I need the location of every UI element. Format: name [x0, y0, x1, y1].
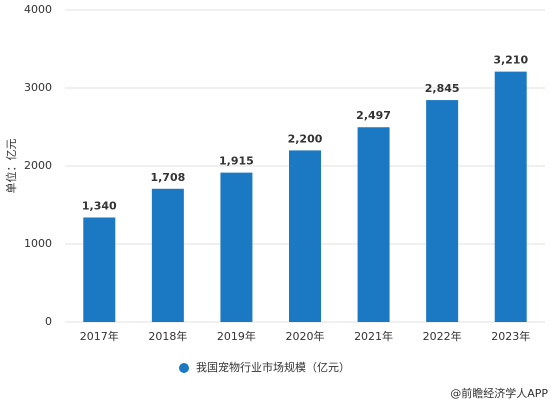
value-label: 3,210: [493, 54, 528, 67]
x-tick-label: 2019年: [217, 329, 256, 343]
x-tick-label: 2021年: [354, 329, 393, 343]
x-tick-label: 2022年: [423, 329, 462, 343]
x-tick-label: 2020年: [286, 329, 325, 343]
y-tick-label: 1000: [24, 237, 52, 250]
value-label: 2,497: [356, 109, 391, 122]
value-label: 1,340: [82, 199, 117, 212]
bar: [426, 100, 459, 322]
y-tick-label: 3000: [24, 81, 52, 94]
source: @前瞻经济学人APP: [450, 386, 548, 400]
value-label: 1,708: [150, 171, 185, 184]
y-tick-label: 2000: [24, 159, 52, 172]
y-tick-label: 4000: [24, 3, 52, 16]
y-tick-label: 0: [45, 315, 52, 328]
value-label: 2,200: [288, 132, 323, 145]
x-tick-label: 2017年: [80, 329, 119, 343]
legend-label: 我国宠物行业市场规模（亿元）: [196, 360, 350, 374]
x-tick-label: 2023年: [491, 329, 530, 343]
legend-marker: [179, 363, 189, 373]
bar: [357, 127, 390, 322]
bar: [289, 150, 321, 322]
value-label: 2,845: [425, 82, 460, 95]
bar: [494, 71, 527, 323]
value-label: 1,915: [219, 155, 254, 168]
bar: [83, 217, 116, 322]
y-axis-label: 单位：亿元: [4, 139, 18, 194]
bar: [151, 188, 184, 322]
x-tick-label: 2018年: [148, 329, 187, 343]
bar: [220, 172, 253, 322]
